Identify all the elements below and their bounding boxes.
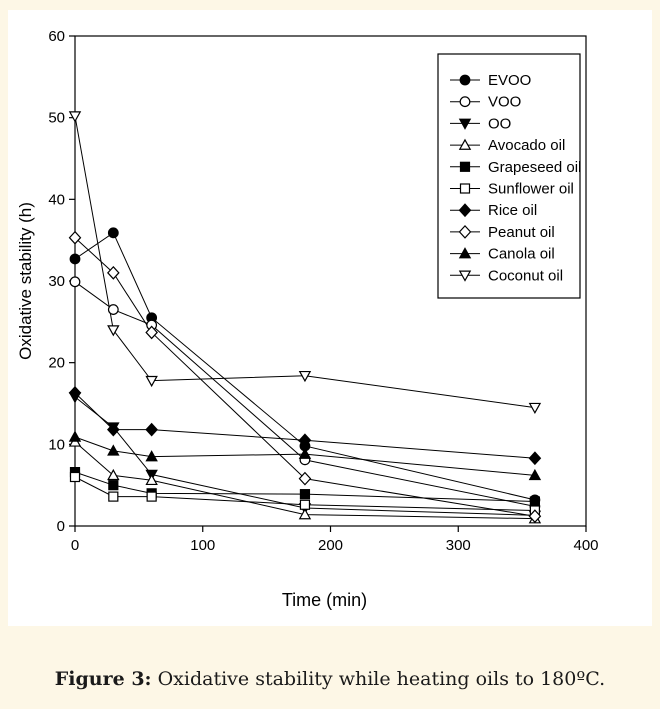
y-tick-label: 10 [48,436,65,453]
legend-label: Sunflower oil [488,181,574,198]
legend-marker [458,270,472,282]
data-point [107,422,120,437]
data-point [299,489,311,500]
data-point [528,468,542,481]
y-tick-label: 40 [48,191,65,208]
data-point [528,451,542,466]
legend-marker [459,74,471,86]
data-point [298,471,312,486]
data-point [298,370,312,383]
data-point [145,325,158,340]
y-tick-label: 30 [48,273,65,290]
data-point [108,491,119,502]
data-point [146,491,157,502]
data-point [107,325,120,337]
legend: EVOO VOO OO Avocado oil Grapeseed oil Sunflow… [437,53,581,299]
x-tick-label: 100 [190,537,215,554]
legend-label: Coconut oil [488,267,563,284]
caption-text: Oxidative stability while heating oils t… [151,668,606,690]
y-tick-label: 20 [48,355,65,372]
data-point [107,265,120,280]
data-point [145,422,158,437]
legend-marker [458,118,472,130]
data-point [299,499,311,510]
figure-panel: 0 10 20 30 40 50 60 0 100 200 300 400 Time (min) Oxid… [8,10,652,626]
legend-label: OO [488,115,511,132]
figure-caption: Figure 3: Oxidative stability while heat… [0,668,660,690]
legend-marker [459,161,471,172]
legend-label: Canola oil [488,246,555,263]
data-point [298,508,312,520]
legend-item-evoo: EVOO [450,72,531,89]
data-point [68,230,82,245]
legend-label: Peanut oil [488,224,555,241]
data-point [69,471,81,483]
caption-label: Figure 3: [54,668,152,690]
legend-item-avocado-oil: Avocado oil [450,137,565,154]
series-points-rice-oil [68,385,542,466]
legend-item-coconut-oil: Coconut oil [450,267,563,284]
legend-item-canola-oil: Canola oil [450,246,555,263]
x-tick-label: 200 [318,537,343,554]
x-tick-label: 0 [71,537,79,554]
data-point [298,447,312,459]
legend-label: Grapeseed oil [488,159,581,176]
legend-item-sunflower-oil: Sunflower oil [450,181,574,198]
legend-marker [459,183,471,194]
legend-label: Avocado oil [488,137,565,154]
legend-marker [458,225,472,239]
legend-marker [458,247,472,259]
data-point [107,468,120,481]
data-point [68,385,82,400]
legend-item-peanut-oil: Peanut oil [450,224,555,241]
data-point [107,304,119,315]
data-point [107,227,119,239]
legend-marker [459,96,471,108]
data-point [528,402,542,415]
legend-item-grapeseed-oil: Grapeseed oil [450,159,581,176]
legend-item-rice-oil: Rice oil [450,202,537,219]
legend-marker [458,203,472,218]
data-point [145,375,158,388]
data-point [298,433,312,448]
y-axis-label: Oxidative stability (h) [16,202,35,360]
series-points-peanut-oil [68,230,542,524]
legend-marker [458,138,472,150]
data-point [69,276,81,288]
legend-item-voo: VOO [450,94,521,111]
x-axis-label: Time (min) [282,590,367,610]
legend-label: EVOO [488,72,531,89]
x-tick-label: 400 [573,537,598,554]
oxidative-stability-chart: 0 10 20 30 40 50 60 0 100 200 300 400 Time (min) Oxid… [16,28,599,610]
data-point [145,450,158,462]
legend-label: Rice oil [488,202,537,219]
y-tick-label: 0 [57,518,65,535]
data-point [107,444,120,456]
data-point [68,430,82,442]
data-point [145,473,158,486]
series-points-coconut-oil [68,111,542,415]
data-point [108,480,119,491]
x-tick-label: 300 [446,537,471,554]
data-point [69,253,81,265]
data-point [528,509,542,524]
data-point [68,111,82,123]
data-point [529,496,541,507]
legend-item-oo: OO [450,115,511,132]
series-points-canola-oil [68,430,542,481]
y-tick-label: 50 [48,110,65,127]
legend-label: VOO [488,94,521,111]
y-tick-label: 60 [48,28,65,45]
